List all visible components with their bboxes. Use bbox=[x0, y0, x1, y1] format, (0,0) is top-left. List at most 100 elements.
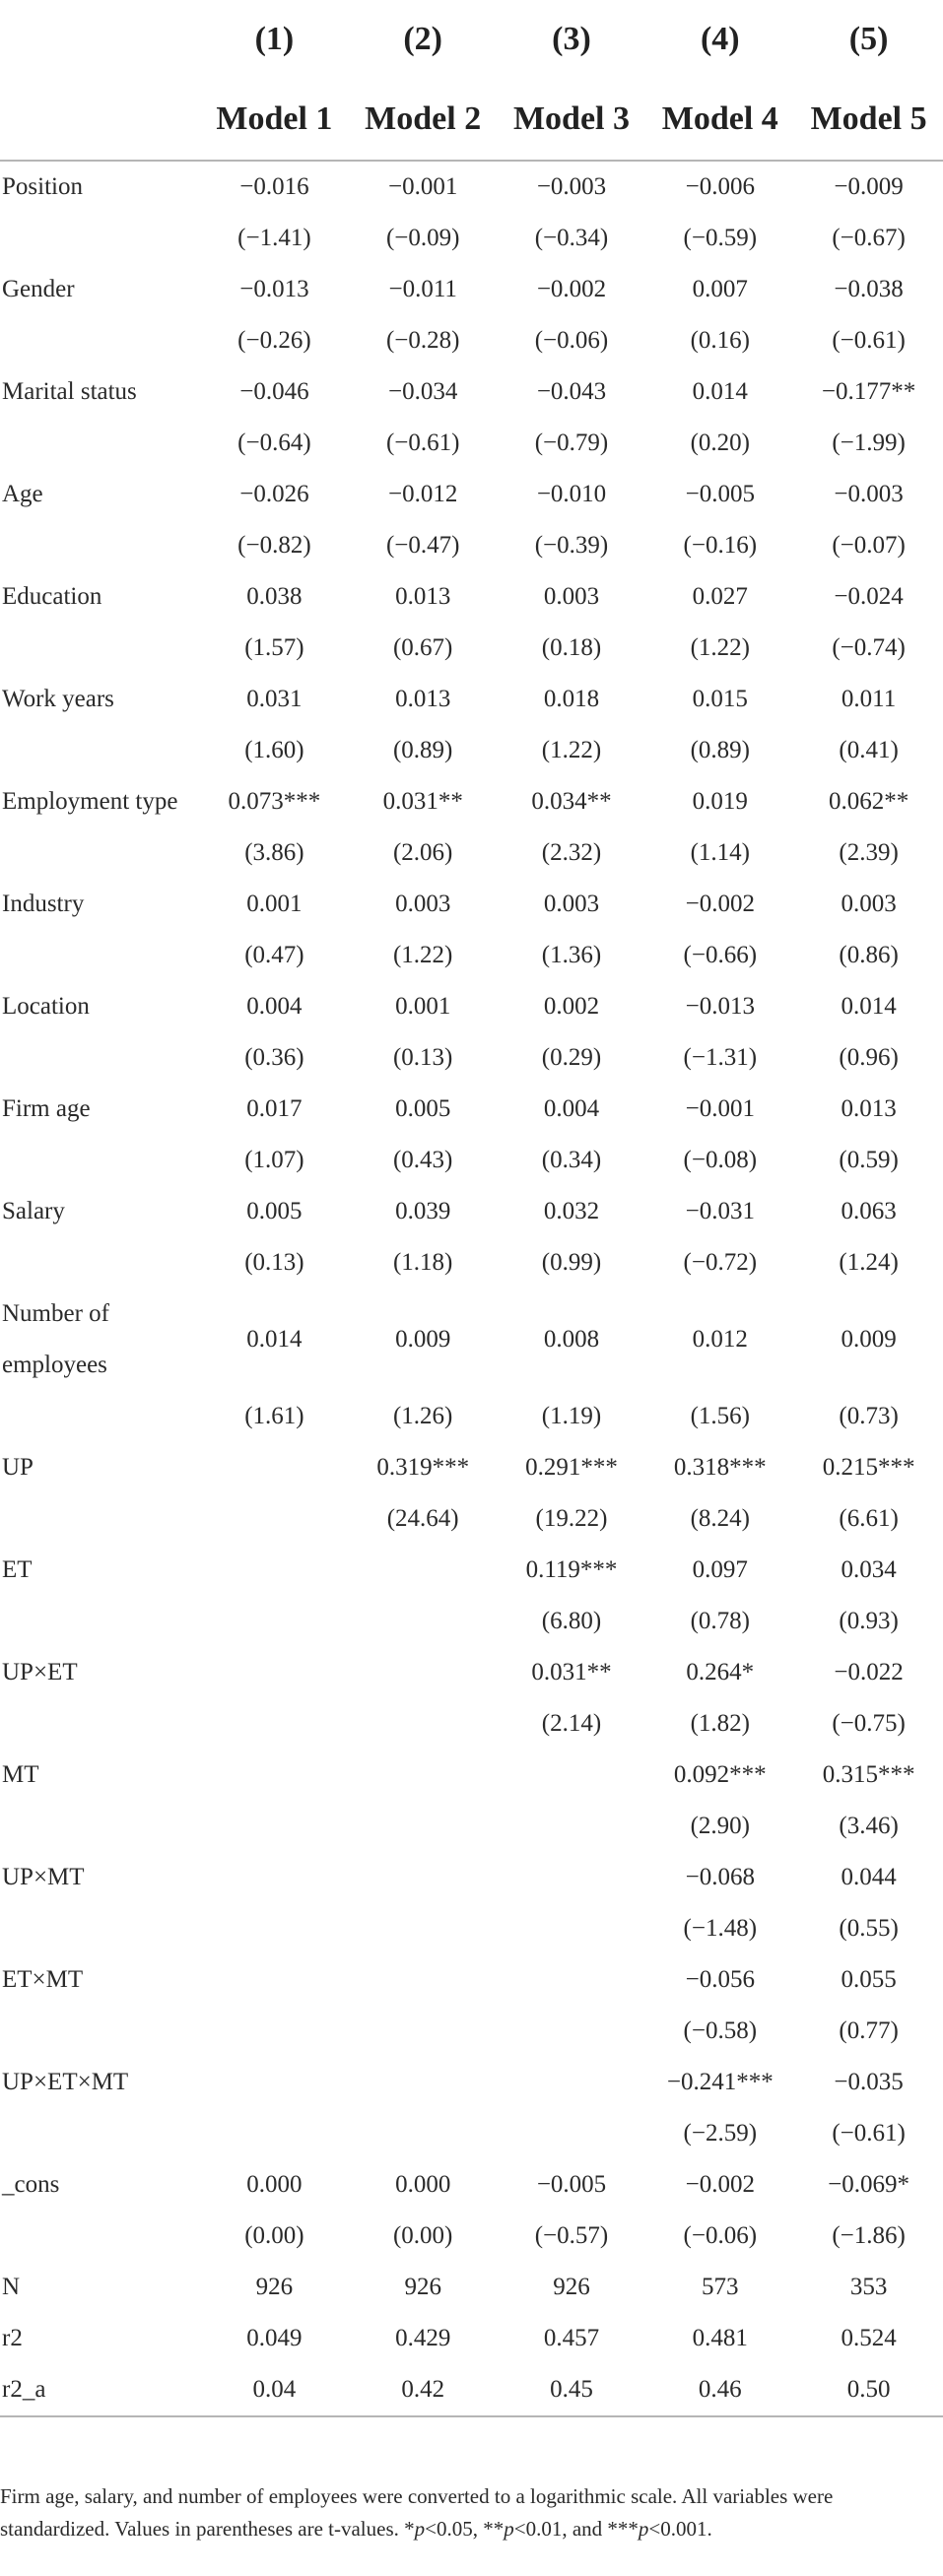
cell-value: (1.14) bbox=[690, 839, 750, 866]
table-row: (2.14) (1.82) (−0.75) bbox=[0, 1698, 943, 1750]
cell-value: 926 bbox=[404, 2274, 441, 2300]
table-row: (−0.58) (0.77) bbox=[0, 2006, 943, 2057]
cell-value: (1.36) bbox=[541, 942, 602, 968]
table-row: (−1.48) (0.55) bbox=[0, 1903, 943, 1954]
table-row: (−0.26) (−0.28) (−0.06) (0.16) (−0.61) bbox=[0, 315, 943, 366]
cell-value: (0.41) bbox=[839, 737, 899, 763]
model-name: Model 4 bbox=[661, 100, 778, 137]
table-row: Age −0.026 −0.012 −0.010 −0.005 −0.003 bbox=[0, 469, 943, 520]
cell-value: −0.016 bbox=[239, 173, 309, 200]
cell-value: −0.031 bbox=[685, 1198, 755, 1224]
cell-value: 0.001 bbox=[395, 993, 451, 1020]
cell-value bbox=[498, 1750, 646, 1801]
cell-value: (−0.06) bbox=[534, 327, 609, 354]
header-blank bbox=[0, 0, 200, 79]
table-row: r2 0.049 0.429 0.457 0.481 0.524 bbox=[0, 2313, 943, 2364]
cell-value: (−0.58) bbox=[683, 2017, 758, 2044]
cell-value: (2.90) bbox=[690, 1813, 750, 1839]
cell-value: 0.291*** bbox=[525, 1454, 618, 1481]
cell-value: (1.82) bbox=[690, 1710, 750, 1737]
cell-value: (0.78) bbox=[690, 1608, 750, 1634]
cell-value bbox=[200, 1698, 349, 1750]
cell-value: 0.038 bbox=[246, 583, 303, 610]
cell-value: (−0.39) bbox=[534, 532, 609, 559]
cell-value: (0.13) bbox=[392, 1044, 453, 1071]
model-name: Model 2 bbox=[365, 100, 482, 137]
cell-value: 0.014 bbox=[246, 1326, 303, 1353]
table-row: Industry 0.001 0.003 0.003 −0.002 0.003 bbox=[0, 879, 943, 930]
variable-label: r2 bbox=[2, 2325, 23, 2351]
cell-value: (0.34) bbox=[541, 1147, 602, 1173]
cell-value: (−1.31) bbox=[683, 1044, 758, 1071]
table-row: Gender −0.013 −0.011 −0.002 0.007 −0.038 bbox=[0, 264, 943, 315]
cell-value: 0.007 bbox=[692, 276, 748, 302]
cell-value: −0.010 bbox=[536, 481, 607, 507]
table-row: UP×ET 0.031** 0.264* −0.022 bbox=[0, 1647, 943, 1698]
table-row: Position −0.016 −0.001 −0.003 −0.006 −0.009 bbox=[0, 161, 943, 213]
variable-label: UP×ET×MT bbox=[2, 2069, 129, 2095]
variable-label: Work years bbox=[2, 686, 114, 712]
cell-value bbox=[200, 1545, 349, 1596]
table-row: MT 0.092*** 0.315*** bbox=[0, 1750, 943, 1801]
variable-label bbox=[0, 2006, 200, 2057]
variable-label: N bbox=[2, 2274, 21, 2300]
cell-value bbox=[200, 1903, 349, 1954]
cell-value: (−1.99) bbox=[832, 429, 906, 456]
cell-value: (1.22) bbox=[392, 942, 453, 968]
table-row: (1.61) (1.26) (1.19) (1.56) (0.73) bbox=[0, 1391, 943, 1442]
cell-value: (−0.82) bbox=[237, 532, 311, 559]
cell-value: −0.034 bbox=[388, 378, 458, 405]
cell-value bbox=[349, 1647, 498, 1698]
cell-value bbox=[349, 2057, 498, 2108]
column-number: (3) bbox=[552, 21, 591, 57]
table-row: Location 0.004 0.001 0.002 −0.013 0.014 bbox=[0, 981, 943, 1032]
cell-value bbox=[200, 1750, 349, 1801]
cell-value: 0.50 bbox=[846, 2376, 891, 2403]
cell-value: 0.481 bbox=[692, 2325, 748, 2351]
cell-value: 0.119*** bbox=[525, 1556, 618, 1583]
cell-value: −0.043 bbox=[536, 378, 607, 405]
cell-value: 0.315*** bbox=[822, 1761, 915, 1788]
cell-value: 0.264* bbox=[686, 1659, 755, 1685]
cell-value: (0.99) bbox=[541, 1249, 602, 1276]
cell-value: 0.003 bbox=[543, 891, 600, 917]
cell-value: 0.011 bbox=[841, 686, 897, 712]
cell-value: (2.32) bbox=[541, 839, 602, 866]
cell-value: (1.57) bbox=[244, 634, 304, 661]
cell-value: (0.00) bbox=[392, 2222, 453, 2249]
cell-value: 0.013 bbox=[841, 1095, 897, 1122]
cell-value: −0.013 bbox=[685, 993, 755, 1020]
cell-value: (−0.34) bbox=[534, 225, 609, 251]
variable-label bbox=[0, 2211, 200, 2262]
cell-value: 0.044 bbox=[841, 1864, 897, 1890]
cell-value bbox=[349, 1698, 498, 1750]
variable-label bbox=[0, 930, 200, 981]
cell-value: 0.009 bbox=[395, 1326, 451, 1353]
cell-value: (0.86) bbox=[839, 942, 899, 968]
model-name: Model 3 bbox=[512, 100, 631, 137]
variable-label bbox=[0, 2108, 200, 2159]
cell-value: (−0.59) bbox=[683, 225, 758, 251]
cell-value: (−0.09) bbox=[385, 225, 460, 251]
cell-value: 0.004 bbox=[246, 993, 303, 1020]
cell-value: (3.86) bbox=[244, 839, 304, 866]
cell-value: −0.005 bbox=[536, 2171, 607, 2198]
cell-value: (1.24) bbox=[839, 1249, 899, 1276]
cell-value: 0.034 bbox=[841, 1556, 897, 1583]
cell-value: (1.22) bbox=[541, 737, 602, 763]
cell-value: (0.18) bbox=[541, 634, 602, 661]
cell-value: −0.013 bbox=[239, 276, 309, 302]
cell-value: (−0.61) bbox=[385, 429, 460, 456]
cell-value bbox=[200, 2057, 349, 2108]
column-number-row: (1) (2) (3) (4) (5) bbox=[0, 0, 943, 79]
cell-value: (0.89) bbox=[690, 737, 750, 763]
cell-value: (0.36) bbox=[244, 1044, 304, 1071]
cell-value: (0.96) bbox=[839, 1044, 899, 1071]
cell-value bbox=[349, 2108, 498, 2159]
cell-value: (6.80) bbox=[541, 1608, 602, 1634]
cell-value: 0.005 bbox=[395, 1095, 451, 1122]
variable-label bbox=[0, 315, 200, 366]
footnote-text: Firm age, salary, and number of employee… bbox=[0, 2484, 834, 2541]
cell-value: 0.092*** bbox=[673, 1761, 767, 1788]
column-number: (1) bbox=[254, 21, 295, 57]
